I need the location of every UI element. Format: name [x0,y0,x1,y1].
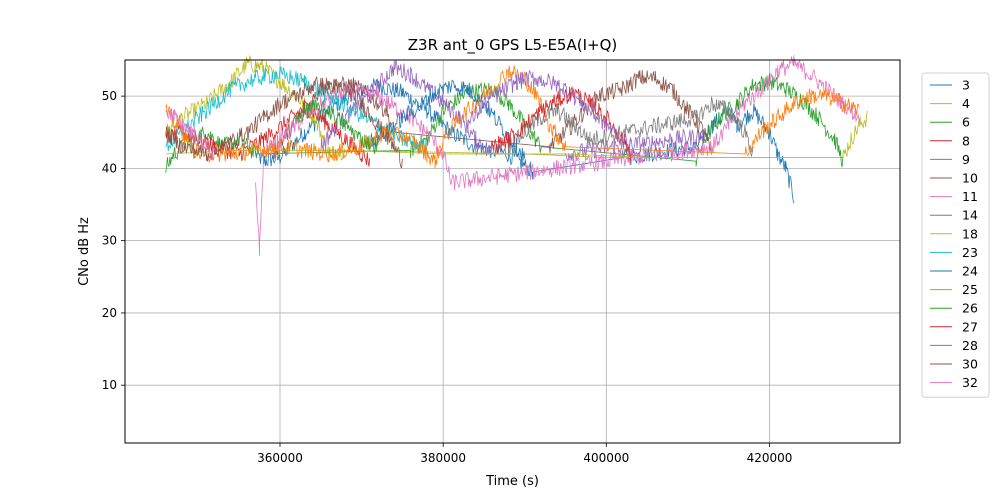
series-line-11 [255,55,860,256]
series-line-18 [165,149,770,158]
series-line-27 [491,85,632,163]
series-line-32 [165,108,216,161]
legend-label-9: 9 [962,152,970,167]
legend-label-28: 28 [962,338,978,353]
chart-title: Z3R ant_0 GPS L5-E5A(I+Q) [408,36,617,55]
y-axis: 10 20 30 40 50 [102,89,125,392]
x-axis: 360000 380000 400000 420000 [257,443,792,465]
legend-label-11: 11 [962,189,978,204]
x-tick-label: 400000 [583,451,629,465]
x-tick-label: 360000 [257,451,303,465]
series-line-28 [467,69,632,154]
y-tick-label: 20 [102,306,117,320]
legend-label-8: 8 [962,133,970,148]
legend-label-26: 26 [962,301,978,316]
legend-box [921,72,990,398]
x-axis-title: Time (s) [485,474,539,489]
y-tick-label: 10 [102,378,117,392]
series-line-26 [295,99,379,154]
legend-label-32: 32 [962,375,978,390]
plot-frame [124,59,901,444]
legend-label-23: 23 [962,245,978,260]
series-line-23 [165,66,428,155]
legend-label-25: 25 [962,282,978,297]
y-tick-label: 40 [102,161,117,175]
plot-area [165,54,868,256]
series-line-10 [271,70,713,160]
legend-label-27: 27 [962,319,978,334]
legend-label-18: 18 [962,226,978,241]
legend-label-6: 6 [962,115,970,130]
series-line-25 [165,65,860,169]
legend-label-4: 4 [962,96,970,111]
legend-label-24: 24 [962,264,978,279]
legend-label-3: 3 [962,78,970,93]
x-tick-label: 420000 [747,451,793,465]
x-tick-label: 380000 [420,451,466,465]
series-line-30 [165,76,403,169]
y-axis-title: CNo dB Hz [77,217,92,286]
legend-label-10: 10 [962,171,978,186]
series-line-24 [369,79,526,162]
y-tick-label: 30 [102,234,117,248]
legend: 3 4 6 8 9 10 11 14 18 23 24 25 26 27 28 30 32 [921,72,990,398]
legend-label-14: 14 [962,208,978,223]
legend-label-30: 30 [962,357,978,372]
y-tick-label: 50 [102,89,117,103]
